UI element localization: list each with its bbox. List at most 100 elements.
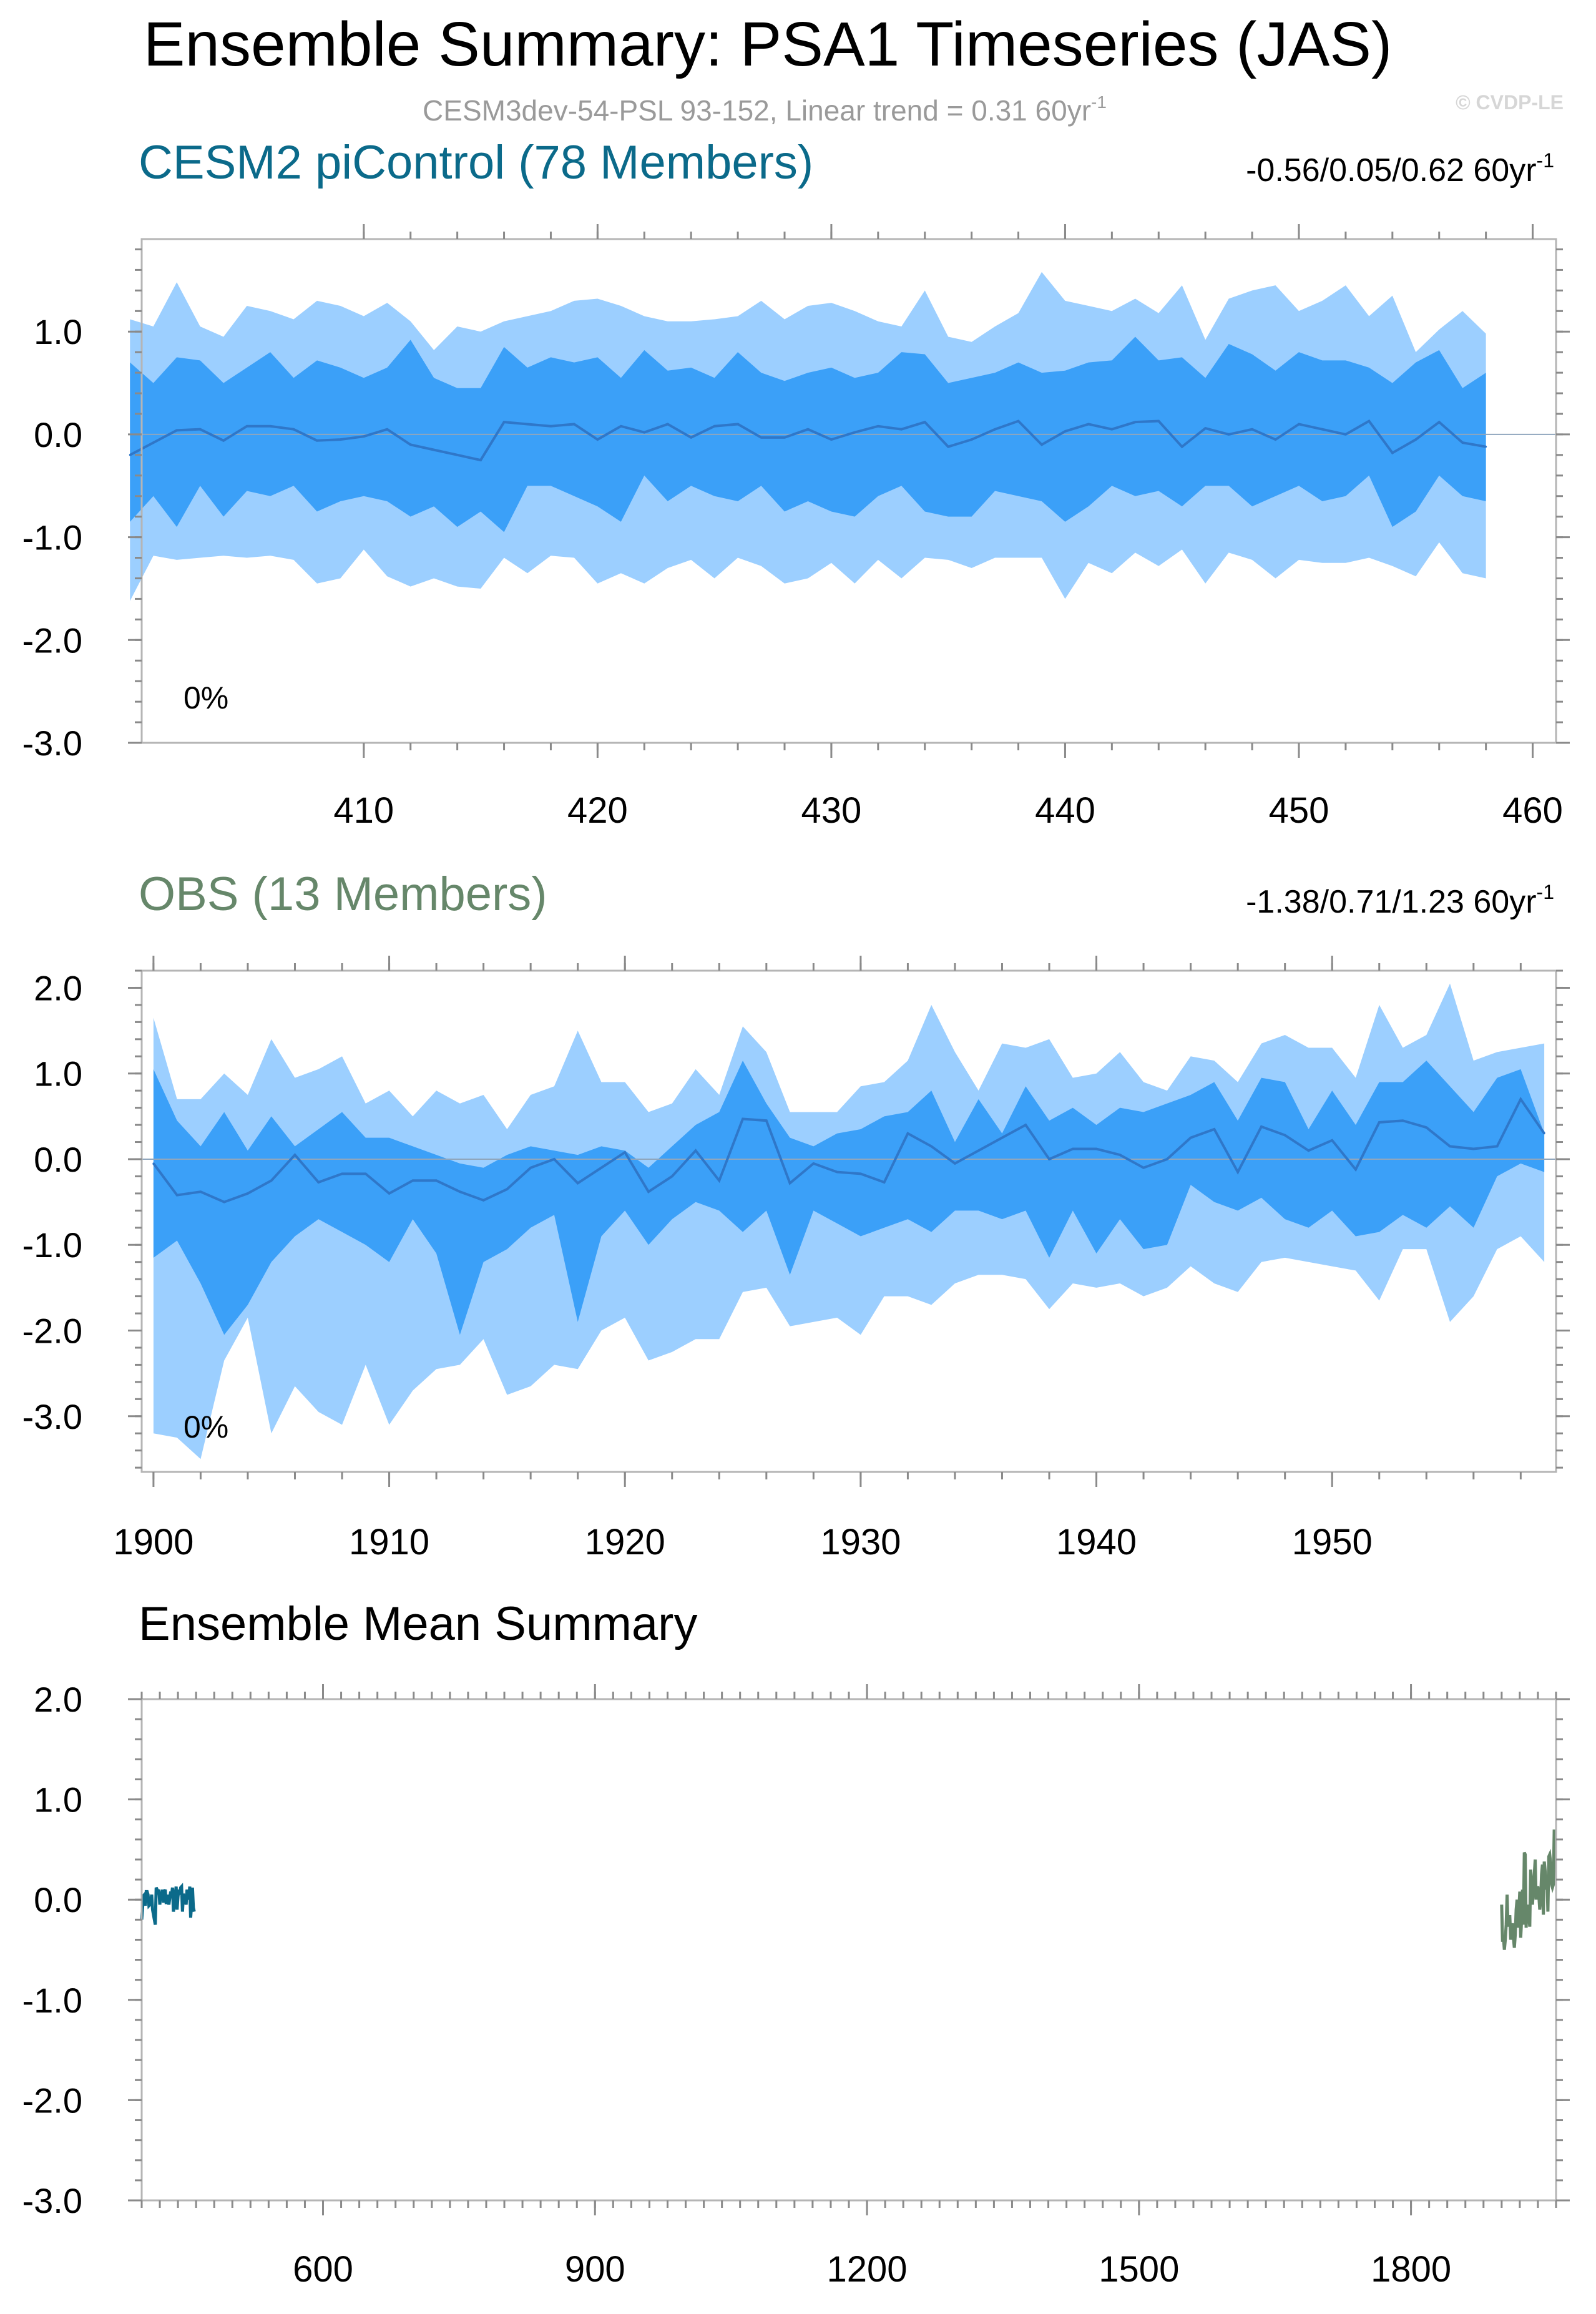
watermark: © CVDP-LE — [1456, 91, 1564, 114]
mean-point — [783, 436, 786, 439]
y-tick-label: -3.0 — [22, 723, 83, 763]
mean-point — [1378, 1121, 1381, 1124]
mean-point — [386, 428, 388, 431]
subtitle-text: CESM3dev-54-PSL 93-152, Linear trend = 0… — [423, 94, 1091, 127]
mean-point — [600, 1167, 602, 1169]
x-tick-label: 1910 — [349, 1522, 429, 1562]
mean-point — [1368, 420, 1370, 423]
x-tick-label: 1950 — [1292, 1522, 1373, 1562]
mean-point — [1236, 1171, 1239, 1174]
mean-point — [270, 1179, 273, 1182]
mean-point — [737, 423, 739, 425]
mean-point — [549, 425, 552, 428]
mean-point — [853, 431, 856, 434]
mean-point — [1461, 441, 1464, 444]
mean-point — [977, 1149, 980, 1152]
x-tick-label: 1500 — [1099, 2249, 1179, 2290]
mean-point — [1496, 1145, 1499, 1147]
y-tick-label: 2.0 — [34, 968, 82, 1007]
panel-title: OBS (13 Members) — [139, 868, 547, 921]
mean-point — [1157, 420, 1160, 423]
subtitle-superscript: -1 — [1091, 92, 1107, 112]
y-tick-label: 1.0 — [34, 312, 82, 351]
mean-point — [900, 428, 903, 431]
y-tick-label: -2.0 — [22, 1311, 83, 1351]
plot-frame — [140, 1698, 1557, 2202]
x-tick-label: 420 — [567, 790, 628, 831]
mean-point — [1449, 1145, 1451, 1147]
mean-point — [1260, 1125, 1263, 1128]
plot-area — [140, 1829, 1557, 1950]
mean-point — [994, 428, 996, 431]
x-tick-label: 450 — [1269, 790, 1329, 831]
mean-point — [1017, 420, 1020, 423]
mean-point — [1251, 428, 1253, 431]
panel-obs: OBS (13 Members) -1.38/0.71/1.23 60yr-1 0%… — [22, 868, 1570, 1562]
mean-point — [718, 1179, 720, 1182]
x-tick-label: 430 — [801, 790, 862, 831]
mean-point — [1298, 423, 1300, 425]
mean-point — [836, 1171, 838, 1174]
y-tick-label: -2.0 — [22, 2081, 83, 2120]
mean-point — [506, 1188, 508, 1190]
x-tick-label: 600 — [293, 2249, 353, 2290]
mean-point — [1110, 428, 1113, 431]
x-tick-label: 410 — [333, 790, 394, 831]
mean-point — [806, 428, 809, 431]
mean-point — [1275, 438, 1277, 441]
mean-point — [760, 436, 763, 439]
mean-point — [643, 431, 645, 434]
mean-point — [713, 425, 716, 428]
mean-point — [363, 435, 365, 438]
y-tick-label: 1.0 — [34, 1054, 82, 1094]
trend-superscript: -1 — [1537, 149, 1554, 172]
mean-point — [695, 1149, 697, 1152]
x-tick-label: 1800 — [1371, 2249, 1451, 2290]
y-tick-label: 0.0 — [34, 1140, 82, 1179]
figure-subtitle: CESM3dev-54-PSL 93-152, Linear trend = 0… — [423, 92, 1107, 127]
mean-point — [1485, 446, 1487, 448]
y-tick-label: 0.0 — [34, 1880, 82, 1919]
ticks — [128, 956, 1570, 1487]
mean-point — [1166, 1158, 1168, 1160]
mean-point — [1391, 452, 1394, 454]
mean-point — [954, 1162, 956, 1165]
x-tick-label: 440 — [1035, 790, 1095, 831]
trend-text: -0.56/0.05/0.62 60yr — [1246, 152, 1536, 189]
mean-point — [647, 1190, 650, 1193]
x-tick-label: 1900 — [113, 1522, 193, 1562]
y-tick-label: -3.0 — [22, 1397, 83, 1436]
x-tick-label: 1920 — [585, 1522, 665, 1562]
mean-point — [1228, 433, 1230, 436]
mean-point — [409, 443, 412, 446]
mean-point — [1024, 1124, 1027, 1126]
mean-point — [930, 1145, 933, 1147]
mean-point — [365, 1172, 367, 1175]
x-tick-label: 1200 — [827, 2249, 908, 2290]
mean-point — [1543, 1132, 1545, 1135]
mean-point — [596, 438, 599, 441]
mean-point — [1402, 1119, 1404, 1122]
mean-point — [1001, 1137, 1003, 1139]
trend-label: -0.56/0.05/0.62 60yr-1 — [1246, 149, 1554, 189]
percent-label: 0% — [184, 680, 228, 715]
trend-text: -1.38/0.71/1.23 60yr — [1246, 884, 1536, 920]
mean-point — [1307, 1149, 1310, 1152]
mean-point — [152, 1162, 155, 1165]
ensemble-mean-line — [152, 1096, 1545, 1204]
series-line-obs — [1500, 1829, 1557, 1950]
mean-point — [317, 1181, 320, 1184]
panel-picontrol: CESM2 piControl (78 Members) -0.56/0.05/0… — [22, 136, 1570, 831]
mean-point — [411, 1179, 414, 1182]
y-tick-label: -1.0 — [22, 1981, 83, 2020]
plot-area — [142, 983, 1556, 1459]
mean-point — [246, 425, 248, 428]
mean-point — [1142, 1167, 1145, 1169]
mean-point — [971, 438, 973, 441]
mean-point — [152, 441, 155, 444]
x-tick-label: 1930 — [820, 1522, 901, 1562]
mean-point — [1472, 1148, 1475, 1150]
mean-point — [789, 1182, 791, 1184]
trend-superscript: -1 — [1537, 881, 1554, 903]
mean-point — [176, 1194, 179, 1197]
